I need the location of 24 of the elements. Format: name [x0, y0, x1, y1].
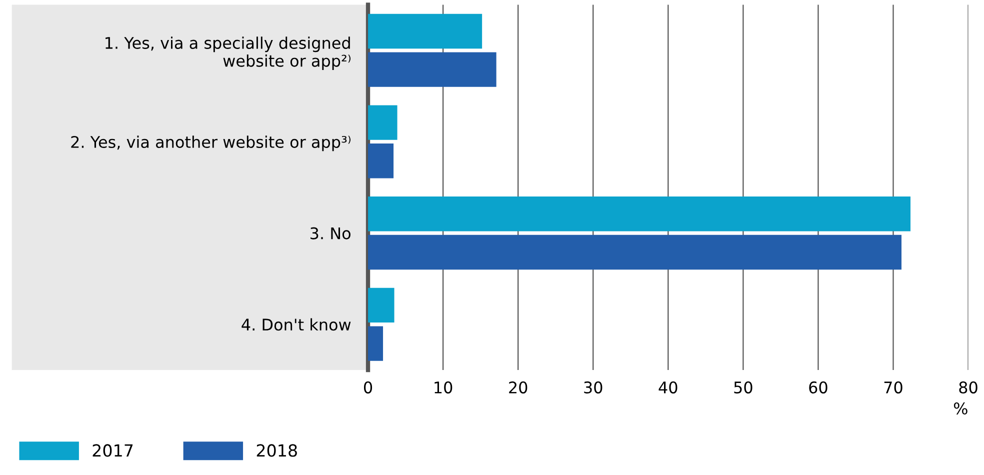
- bar: [368, 196, 910, 232]
- bar: [368, 326, 384, 361]
- bar: [368, 288, 394, 323]
- y-tick-label: 4. Don't know: [242, 318, 351, 331]
- y-tick-label: 3. No: [310, 227, 350, 240]
- x-tick-label: 10: [434, 381, 452, 394]
- legend-label: 2017: [92, 444, 133, 457]
- x-tick-label: 0: [364, 381, 372, 394]
- x-tick-label: 20: [509, 381, 528, 394]
- y-tick-label: 1. Yes, via a specially designed website or app²⁾: [106, 36, 350, 70]
- y-tick-label: 2. Yes, via another website or app³⁾: [71, 136, 350, 152]
- x-tick-label: 70: [884, 381, 902, 394]
- bar: [368, 234, 902, 270]
- legend-label: 2018: [256, 444, 297, 457]
- x-tick-label: 50: [734, 381, 752, 394]
- x-tick-label: 80: [959, 381, 978, 394]
- bar: [368, 144, 394, 178]
- x-tick-label: 40: [658, 381, 678, 394]
- bar: [368, 105, 398, 140]
- x-tick-label: 60: [809, 381, 828, 394]
- bar: [368, 52, 496, 87]
- x-axis-title: %: [954, 402, 968, 415]
- bar: [368, 14, 482, 49]
- x-tick-label: 30: [584, 381, 602, 394]
